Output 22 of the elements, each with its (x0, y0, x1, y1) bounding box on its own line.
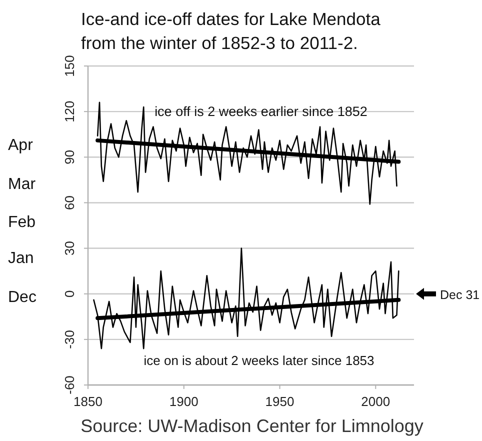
text: Dec 31 (440, 288, 480, 302)
y-tick-label: 30 (62, 241, 77, 256)
y-tick-label: 150 (62, 55, 77, 77)
x-tick-label: 2000 (361, 394, 390, 409)
y-tick-label: -60 (62, 376, 77, 394)
text: Feb (8, 214, 36, 231)
annotation: ice off is 2 weeks earlier since 1852 (154, 104, 368, 119)
y-tick-label: 120 (62, 100, 77, 122)
y-tick-label: -30 (62, 330, 77, 349)
y-tick-label: 90 (62, 150, 77, 164)
x-tick-label: 1850 (74, 394, 102, 409)
text: Apr (8, 137, 34, 154)
y-tick-label: 0 (62, 290, 77, 298)
y-tick-label: 60 (62, 195, 77, 210)
chart-title: Ice-and ice-off dates for Lake Mendota from the winter of 1852-3 to 2011-2. (81, 9, 381, 53)
source-note: Source: UW-Madison Center for Limnology (80, 416, 424, 436)
text: Jan (8, 250, 34, 267)
x-tick-label: 1950 (265, 394, 294, 409)
text: Dec (8, 289, 36, 306)
text: Mar (8, 176, 36, 193)
x-tick-label: 1900 (169, 394, 198, 409)
annotation: ice on is about 2 weeks later since 1853 (144, 353, 374, 368)
